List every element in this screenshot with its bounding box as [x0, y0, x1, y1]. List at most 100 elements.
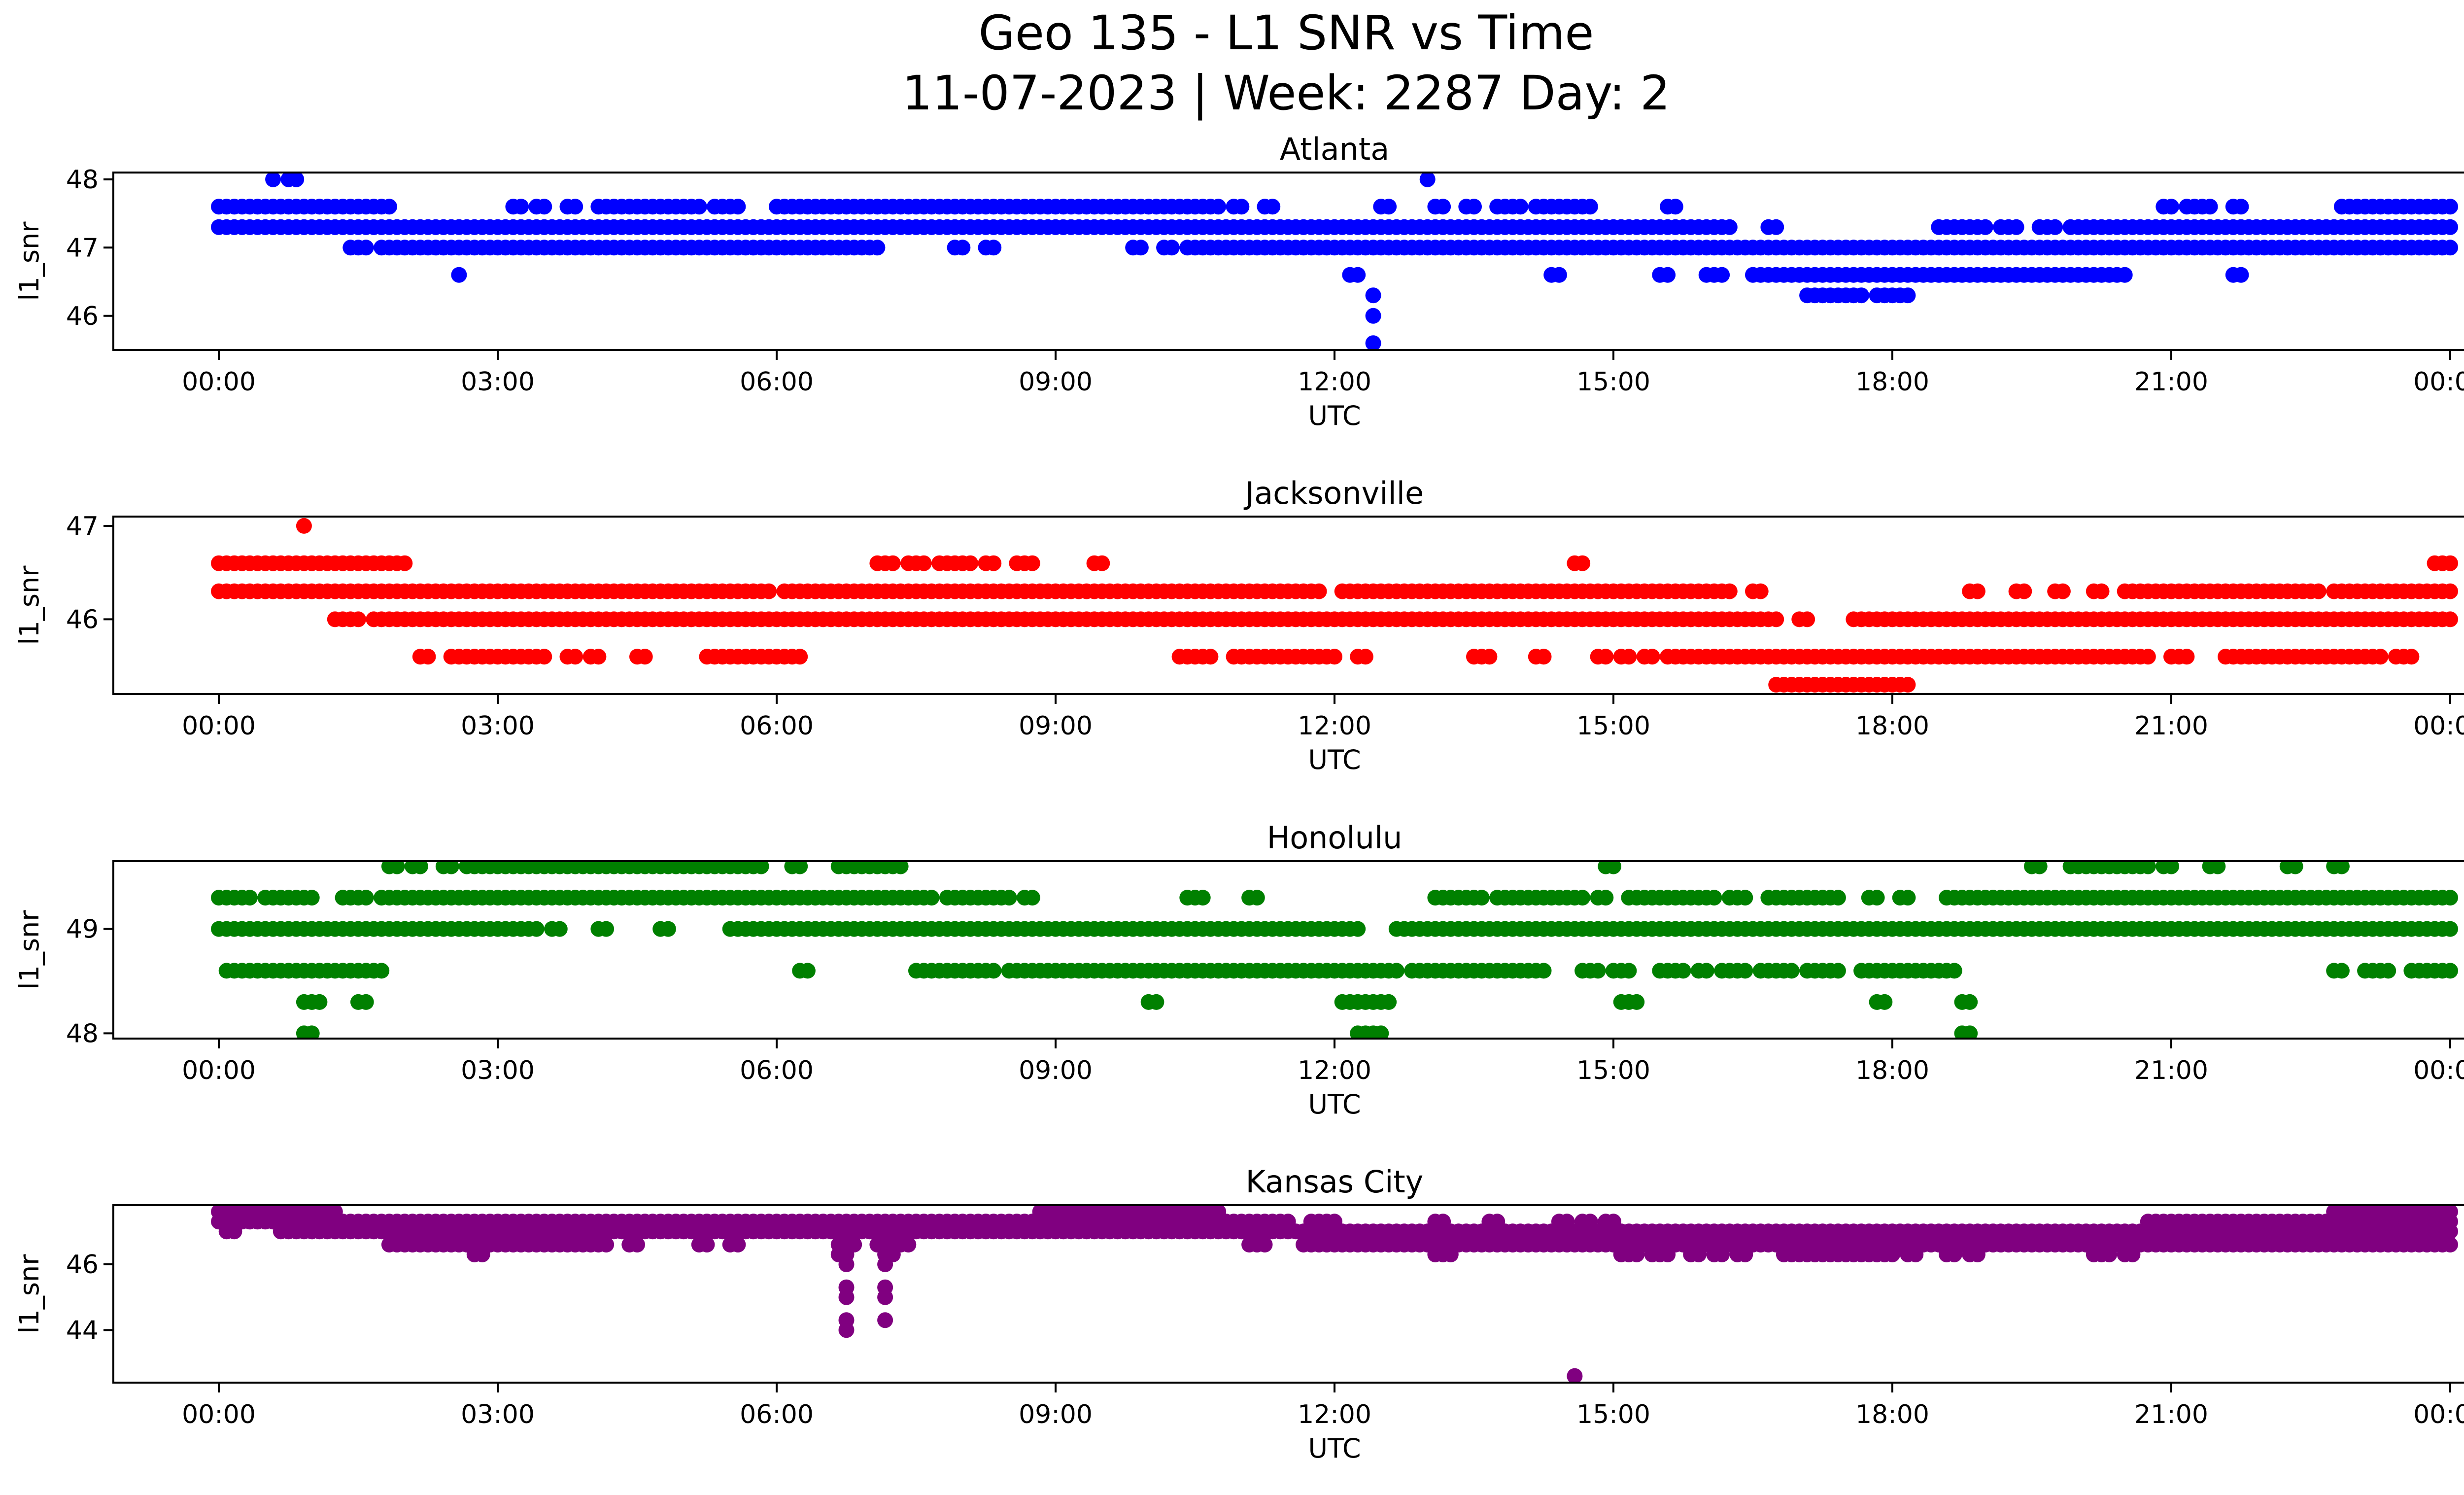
x-tick-label: 00:00	[182, 1400, 256, 1429]
data-point	[1621, 963, 1637, 979]
x-tick-label: 00:00	[182, 367, 256, 397]
data-point	[241, 890, 258, 906]
data-point	[2380, 963, 2396, 979]
data-point	[2016, 583, 2032, 599]
data-point	[1210, 199, 1227, 215]
subplot-1: Jacksonville 00:00 03:00 06:00 09:00 12:00 15:…	[14, 475, 2464, 775]
x-tick-label: 12:00	[1298, 367, 1371, 397]
data-point	[1574, 890, 1591, 906]
data-point	[1473, 890, 1490, 906]
data-point	[1768, 611, 1784, 627]
y-tick-label: 49	[66, 915, 99, 944]
data-point	[1024, 555, 1040, 571]
x-tick-label: 21:00	[2134, 711, 2208, 741]
data-point	[838, 1289, 855, 1305]
data-point	[590, 649, 607, 665]
x-axis-label: UTC	[1308, 1433, 1361, 1464]
data-point	[304, 890, 320, 906]
x-tick-label: 09:00	[1019, 1400, 1093, 1429]
data-point	[1752, 583, 1769, 599]
data-point	[1233, 199, 1250, 215]
data-point	[2233, 267, 2249, 283]
data-points	[211, 861, 2458, 1039]
data-point	[1024, 890, 1040, 906]
x-tick-label: 00:00	[2413, 1400, 2464, 1429]
data-point	[2047, 219, 2063, 235]
data-point	[1690, 1247, 1707, 1262]
x-tick-label: 00:00	[2413, 1056, 2464, 1085]
x-tick-label: 09:00	[1019, 1056, 1093, 1085]
data-point	[1962, 994, 1978, 1010]
data-point	[2054, 583, 2071, 599]
y-axis-label: l1_snr	[14, 910, 45, 990]
data-point	[474, 1247, 490, 1262]
data-point	[2442, 921, 2458, 937]
data-point	[1877, 994, 1893, 1010]
x-tick-label: 21:00	[2134, 367, 2208, 397]
data-point	[1512, 199, 1529, 215]
data-point	[1466, 199, 1482, 215]
data-point	[1969, 583, 1985, 599]
data-point	[1660, 1247, 1676, 1262]
data-point	[1202, 649, 1219, 665]
data-point	[1381, 994, 1397, 1010]
data-point	[1164, 240, 1180, 256]
figure-title-line2: 11-07-2023 | Week: 2287 Day: 2	[902, 66, 1671, 121]
data-point	[451, 267, 467, 283]
x-tick-label: 09:00	[1019, 367, 1093, 397]
data-point	[1598, 890, 1614, 906]
data-point	[1714, 267, 1730, 283]
data-point	[567, 199, 583, 215]
x-tick-label: 00:00	[2413, 367, 2464, 397]
data-point	[2310, 583, 2327, 599]
x-tick-label: 15:00	[1576, 1400, 1650, 1429]
data-point	[2124, 1247, 2141, 1262]
data-point	[374, 963, 390, 979]
data-point	[1265, 199, 1281, 215]
data-point	[1621, 649, 1637, 665]
data-point	[730, 1237, 746, 1252]
data-point	[1536, 963, 1552, 979]
data-point	[1908, 1247, 1924, 1262]
data-point	[1768, 219, 1784, 235]
data-point	[1195, 890, 1211, 906]
data-point	[412, 861, 428, 874]
figure-title-line1: Geo 135 - L1 SNR vs Time	[979, 5, 1594, 61]
x-tick-label: 15:00	[1576, 367, 1650, 397]
x-tick-label: 06:00	[740, 367, 814, 397]
x-tick-label: 18:00	[1855, 711, 1929, 741]
data-point	[838, 1256, 855, 1272]
data-point	[2140, 649, 2156, 665]
x-tick-label: 00:00	[182, 711, 256, 741]
data-point	[869, 240, 886, 256]
data-point	[2442, 219, 2458, 235]
x-tick-label: 18:00	[1855, 1056, 1929, 1085]
data-point	[1381, 199, 1397, 215]
data-point	[311, 994, 328, 1010]
data-point	[1830, 890, 1846, 906]
data-point	[877, 1312, 893, 1328]
subplot-0: Atlanta 00:00 03:00 06:00 09:00 12:00 15:00 18:…	[14, 131, 2464, 431]
x-axis-label: UTC	[1308, 744, 1361, 775]
data-point	[2442, 611, 2458, 627]
data-point	[2442, 1223, 2458, 1240]
data-point	[1853, 287, 1870, 304]
data-point	[691, 199, 707, 215]
subplot-title: Kansas City	[1246, 1164, 1424, 1200]
data-point	[1675, 963, 1691, 979]
data-point	[397, 555, 413, 571]
data-point	[916, 555, 932, 571]
subplot-title: Atlanta	[1280, 131, 1389, 167]
x-axis-label: UTC	[1308, 400, 1361, 431]
data-point	[2333, 861, 2350, 874]
y-tick-label: 46	[66, 302, 99, 331]
data-point	[1962, 1025, 1978, 1039]
data-point	[1706, 890, 1722, 906]
data-point	[420, 649, 436, 665]
data-point	[761, 583, 777, 599]
data-point	[2163, 861, 2179, 874]
data-point	[2372, 649, 2389, 665]
x-tick-label: 21:00	[2134, 1400, 2208, 1429]
data-point	[1551, 267, 1567, 283]
x-tick-label: 03:00	[461, 1400, 535, 1429]
